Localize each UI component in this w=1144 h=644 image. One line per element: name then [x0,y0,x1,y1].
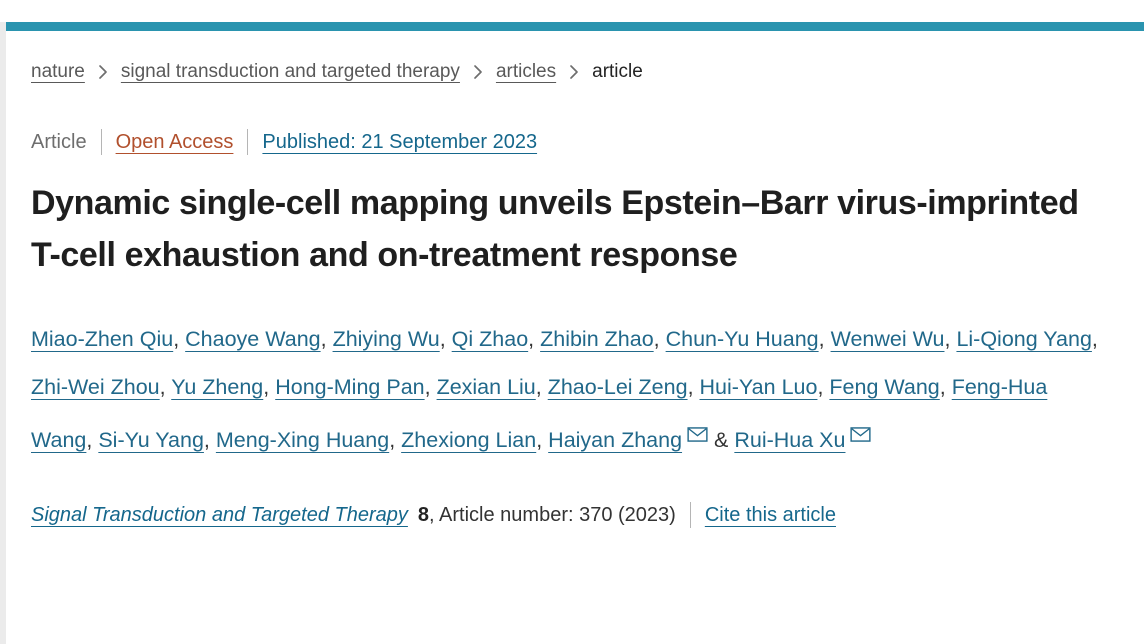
author-link[interactable]: Yu Zheng [171,375,264,399]
cite-this-article-link[interactable]: Cite this article [704,503,836,526]
article-meta-row: Article Open Access Published: 21 Septem… [31,129,1108,155]
author-separator: , [263,375,276,399]
volume-number: 8 [417,503,430,526]
journal-accent-bar [6,22,1144,31]
author-link[interactable]: Zhi-Wei Zhou [31,375,160,399]
author-separator: , [939,375,952,399]
author-link[interactable]: Hui-Yan Luo [699,375,818,399]
citation-row: Signal Transduction and Targeted Therapy… [31,502,1108,528]
email-envelope-icon[interactable] [850,423,872,447]
breadcrumb-item-articles[interactable]: articles [495,61,557,82]
breadcrumb-item-nature[interactable]: nature [31,61,85,82]
author-link[interactable]: Wenwei Wu [830,327,945,351]
breadcrumb-item-signal[interactable]: signal transduction and targeted therapy [120,61,460,82]
author-separator: , [535,375,548,399]
author-link[interactable]: Zhiying Wu [332,327,440,351]
author-separator: , [1091,327,1098,351]
citation-divider [689,502,691,528]
chevron-right-icon [98,64,108,80]
author-link[interactable]: Qi Zhao [451,327,529,351]
author-separator: , [320,327,333,351]
author-separator: , [528,327,541,351]
article-type-label: Article [31,130,87,153]
author-separator: , [687,375,700,399]
author-link[interactable]: Feng Wang [829,375,940,399]
author-separator: , [817,375,830,399]
author-separator: , [536,428,549,452]
author-separator: , [424,375,437,399]
meta-divider [100,129,102,155]
author-link[interactable]: Zhibin Zhao [540,327,654,351]
journal-name-link[interactable]: Signal Transduction and Targeted Therapy [31,503,408,526]
email-envelope-icon[interactable] [687,423,708,447]
author-link[interactable]: Chun-Yu Huang [665,327,819,351]
author-link[interactable]: Chaoye Wang [185,327,321,351]
article-header: nature signal transduction and targeted t… [0,31,1144,528]
author-link[interactable]: Miao-Zhen Qiu [31,327,174,351]
author-link[interactable]: Meng-Xing Huang [215,428,390,452]
author-separator: , [944,327,957,351]
breadcrumb: nature signal transduction and targeted t… [31,61,1108,83]
author-link[interactable]: Li-Qiong Yang [956,327,1092,351]
author-separator: , [439,327,452,351]
article-title: Dynamic single-cell mapping unveils Epst… [31,184,1079,274]
breadcrumb-item-article: article [592,61,643,82]
author-separator: , [159,375,172,399]
author-link[interactable]: Feng-Hua Wang [31,375,1048,452]
author-separator: , [818,327,831,351]
author-link[interactable]: Hong-Ming Pan [275,375,425,399]
chevron-right-icon [473,64,483,80]
author-separator: , [86,428,99,452]
author-separator: , [173,327,186,351]
author-separator: , [389,428,402,452]
open-access-link[interactable]: Open Access [115,130,234,153]
article-number-text: , Article number: 370 (2023) [429,503,676,526]
author-link[interactable]: Zhexiong Lian [401,428,537,452]
author-link[interactable]: Zhao-Lei Zeng [547,375,688,399]
published-date-link[interactable]: Published: 21 September 2023 [262,130,538,153]
author-link[interactable]: Si-Yu Yang [98,428,204,452]
author-link[interactable]: Haiyan Zhang [548,428,683,452]
author-link[interactable]: Zexian Liu [436,375,536,399]
meta-divider [247,129,249,155]
author-link[interactable]: Rui-Hua Xu [734,428,846,452]
author-separator: & [708,428,735,452]
chevron-right-icon [569,64,579,80]
author-list: Miao-Zhen Qiu, Chaoye Wang, Zhiying Wu, … [31,315,1106,464]
author-separator: , [653,327,666,351]
author-separator: , [203,428,216,452]
window-left-edge [0,22,6,644]
